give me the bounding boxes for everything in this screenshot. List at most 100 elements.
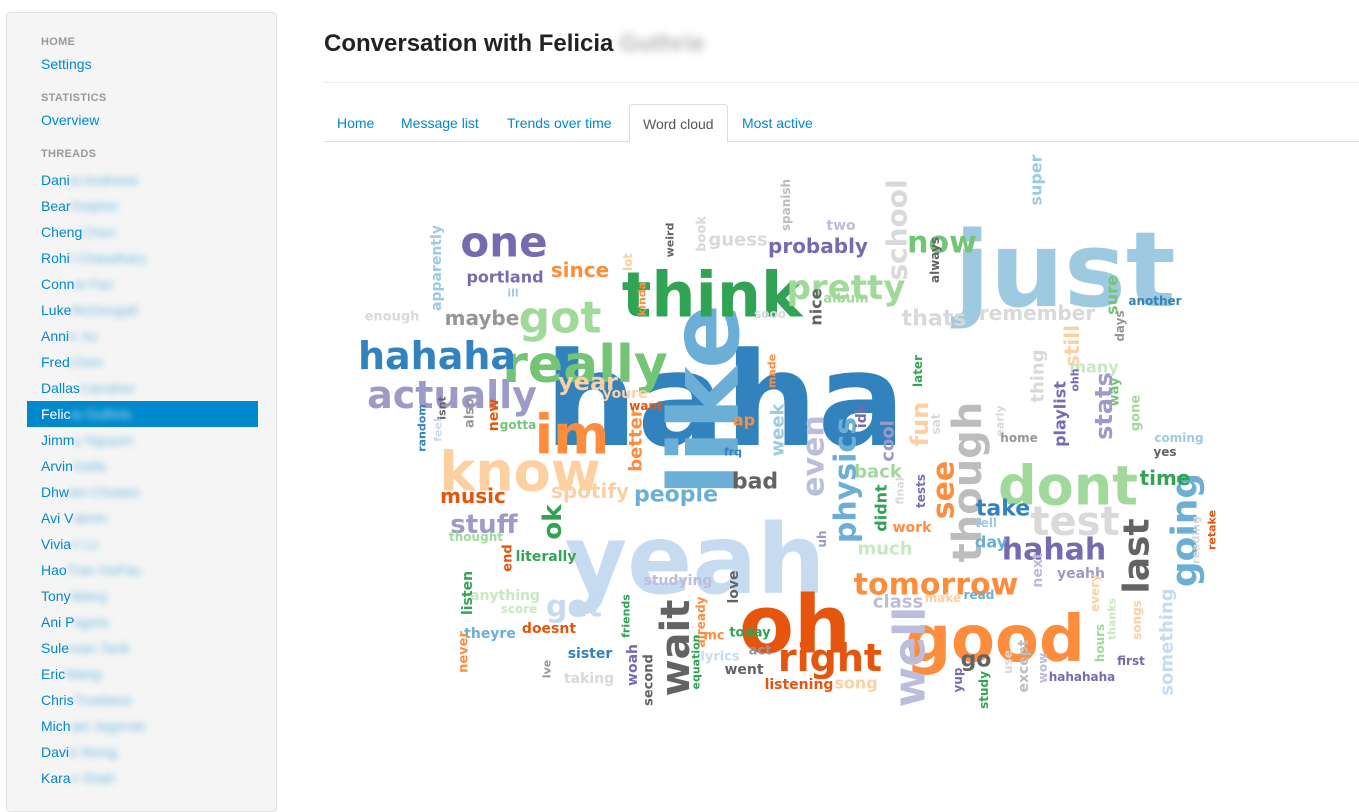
thread-item[interactable]: BearDolphin	[27, 193, 258, 219]
thread-item[interactable]: Dhwani Chutani	[27, 479, 258, 505]
word-cloud-word: literally	[516, 549, 577, 565]
word-cloud-word: kinda	[636, 282, 649, 316]
title-divider	[324, 82, 1359, 83]
thread-item[interactable]: Ani Pagnia	[27, 609, 258, 635]
word-cloud-word: dont	[998, 455, 1138, 518]
word-cloud-word: already	[694, 596, 708, 647]
word-cloud-word: now	[907, 226, 977, 261]
word-cloud-word: weird	[664, 223, 677, 258]
thread-name: Luke	[41, 302, 72, 318]
word-cloud-word: class	[873, 592, 923, 613]
thread-item[interactable]: Connie Fan	[27, 271, 258, 297]
thread-name-redacted: Carraher	[79, 380, 136, 396]
word-cloud-word: maybe	[445, 306, 520, 330]
thread-item[interactable]: Tony Wang	[27, 583, 258, 609]
thread-list: Daniel Andrews BearDolphin ChengChen Rohit …	[7, 167, 276, 791]
thread-item[interactable]: Dallas Carraher	[27, 375, 258, 401]
word-cloud-word: act	[749, 644, 772, 659]
thread-name: Avi V	[41, 510, 74, 526]
thread-item[interactable]: Jimmy Nguyen	[27, 427, 258, 453]
thread-item[interactable]: Fred Chen	[27, 349, 258, 375]
thread-name-redacted: t Chaudhary	[69, 250, 147, 266]
word-cloud-word: isnt	[436, 396, 449, 419]
settings-link[interactable]: Settings	[41, 56, 92, 72]
tab-message-list[interactable]: Message list	[401, 115, 479, 131]
thread-item[interactable]: Arvin Galla	[27, 453, 258, 479]
tab-trends-over-time[interactable]: Trends over time	[507, 115, 612, 131]
tab-word-cloud[interactable]: Word cloud	[629, 104, 728, 143]
word-cloud-word: portland	[466, 268, 543, 287]
thread-item[interactable]: Suleman Tarik	[27, 635, 258, 661]
thread-item[interactable]: Chris Truebens	[27, 687, 258, 713]
word-cloud-word: thing	[1028, 349, 1049, 402]
thread-name: Felic	[41, 406, 71, 422]
thread-name: Hao	[41, 562, 67, 578]
thread-name-redacted: Galla	[72, 458, 106, 474]
thread-item[interactable]: David Wong	[27, 739, 258, 765]
word-cloud-word: final	[894, 477, 907, 504]
word-cloud-word: home	[1000, 431, 1037, 445]
word-cloud-word: time	[1140, 466, 1191, 490]
thread-item[interactable]: Hao Tran HoPau	[27, 557, 258, 583]
word-cloud-word: enough	[365, 310, 420, 325]
word-cloud-word: just	[950, 209, 1175, 331]
thread-name: Tony	[41, 588, 71, 604]
word-cloud-word: people	[634, 483, 718, 508]
thread-name: Sule	[41, 640, 70, 656]
word-cloud-word: playlist	[1051, 381, 1070, 447]
word-cloud-word: studying	[644, 573, 713, 589]
thread-name: Fred	[41, 354, 70, 370]
word-cloud-word: work	[893, 520, 932, 536]
word-cloud-word: next	[1030, 552, 1046, 587]
word-cloud-word: better	[626, 408, 647, 472]
word-cloud-word: today	[729, 626, 771, 641]
word-cloud-word: coming	[1154, 431, 1203, 445]
word-cloud-word: though	[945, 402, 991, 563]
word-cloud-word: also	[463, 398, 478, 428]
word-cloud-word: nice	[807, 288, 826, 325]
thread-item[interactable]: Rohit Chaudhary	[27, 245, 258, 271]
thread-item[interactable]: Eric Wang	[27, 661, 258, 687]
thread-name-redacted: n Shah	[70, 770, 115, 786]
word-cloud-word: test	[1030, 499, 1119, 545]
tab-most-active[interactable]: Most active	[742, 115, 813, 131]
thread-item[interactable]: Felicia Guthrie	[27, 401, 258, 427]
thread-name: Chris	[41, 692, 74, 708]
word-cloud-word: make	[925, 591, 961, 605]
word-cloud-word: later	[911, 355, 925, 387]
thread-name-redacted: y Nguyen	[74, 432, 134, 448]
nav-header-threads: THREADS	[41, 148, 97, 160]
thread-item[interactable]: Annie Xu	[27, 323, 258, 349]
word-cloud-word: ap	[733, 411, 755, 430]
thread-name: Vivia	[41, 536, 72, 552]
word-cloud-word: sat	[929, 413, 943, 434]
thread-item[interactable]: Karan Shah	[27, 765, 258, 791]
word-cloud-word: stats	[1090, 372, 1118, 440]
word-cloud-word: like	[649, 304, 761, 496]
word-cloud-word: good	[905, 603, 1085, 677]
nav-header-statistics: STATISTICS	[41, 92, 107, 104]
overview-link[interactable]: Overview	[41, 112, 100, 128]
thread-item[interactable]: Avi Vaknin	[27, 505, 258, 531]
word-cloud-word: ohh	[1069, 368, 1082, 391]
word-cloud-word: hahaha	[358, 334, 516, 378]
word-cloud-word: theyre	[464, 626, 516, 642]
word-cloud-word: week	[768, 402, 789, 456]
word-cloud-word: days	[1113, 310, 1127, 341]
thread-name: Anni	[41, 328, 70, 344]
thread-name-redacted: Wang	[65, 666, 102, 682]
tab-home[interactable]: Home	[337, 115, 375, 131]
thread-item[interactable]: Daniel Andrews	[27, 167, 258, 193]
thread-item[interactable]: Michael Jagerski	[27, 713, 258, 739]
word-cloud-word: apparently	[429, 225, 445, 311]
nav-section-home: HOME Settings	[7, 35, 276, 74]
thread-item[interactable]: Luke McDougall	[27, 297, 258, 323]
word-cloud-word: never	[457, 631, 472, 673]
word-cloud-word: spotify	[551, 479, 629, 503]
word-cloud-word: love	[726, 570, 742, 603]
word-cloud-word: hahah	[1002, 533, 1107, 568]
thread-item[interactable]: ChengChen	[27, 219, 258, 245]
thread-item[interactable]: Vivian Lu	[27, 531, 258, 557]
word-cloud-word: well	[885, 607, 936, 708]
word-cloud-word: bad	[732, 470, 778, 495]
